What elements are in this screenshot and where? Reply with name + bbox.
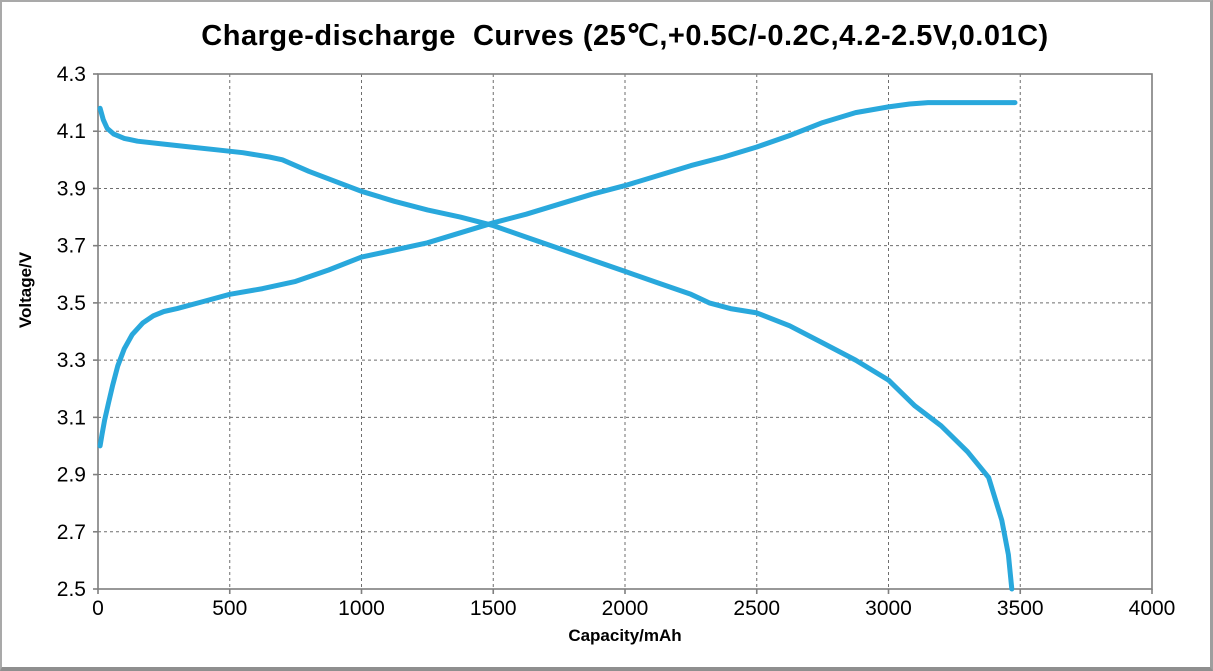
y-tick-label: 2.7	[57, 521, 86, 544]
x-tick-label: 3000	[865, 597, 912, 620]
x-tick-label: 1500	[470, 597, 517, 620]
y-tick-label: 3.9	[57, 177, 86, 200]
x-tick-label: 500	[212, 597, 247, 620]
y-tick-label: 4.1	[57, 120, 86, 143]
y-tick-label: 3.7	[57, 235, 86, 258]
y-tick-label: 3.3	[57, 349, 86, 372]
y-tick-label: 2.5	[57, 578, 86, 601]
x-tick-label: 3500	[997, 597, 1044, 620]
curve-charge	[97, 100, 1018, 449]
x-tick-label: 2500	[733, 597, 780, 620]
y-tick-label: 3.1	[57, 406, 86, 429]
plot-border	[97, 73, 1153, 590]
curve-discharge	[97, 105, 1015, 592]
x-tick-label: 1000	[338, 597, 385, 620]
y-tick-label: 4.3	[57, 63, 86, 86]
x-tick-label: 4000	[1129, 597, 1176, 620]
y-tick-label: 2.9	[57, 464, 86, 487]
x-axis-title: Capacity/mAh	[568, 626, 682, 645]
x-tick-label: 2000	[602, 597, 649, 620]
x-tick-label: 0	[92, 597, 104, 620]
chart-title: Charge-discharge Curves (25℃,+0.5C/-0.2C…	[201, 20, 1049, 52]
y-tick-label: 3.5	[57, 292, 86, 315]
